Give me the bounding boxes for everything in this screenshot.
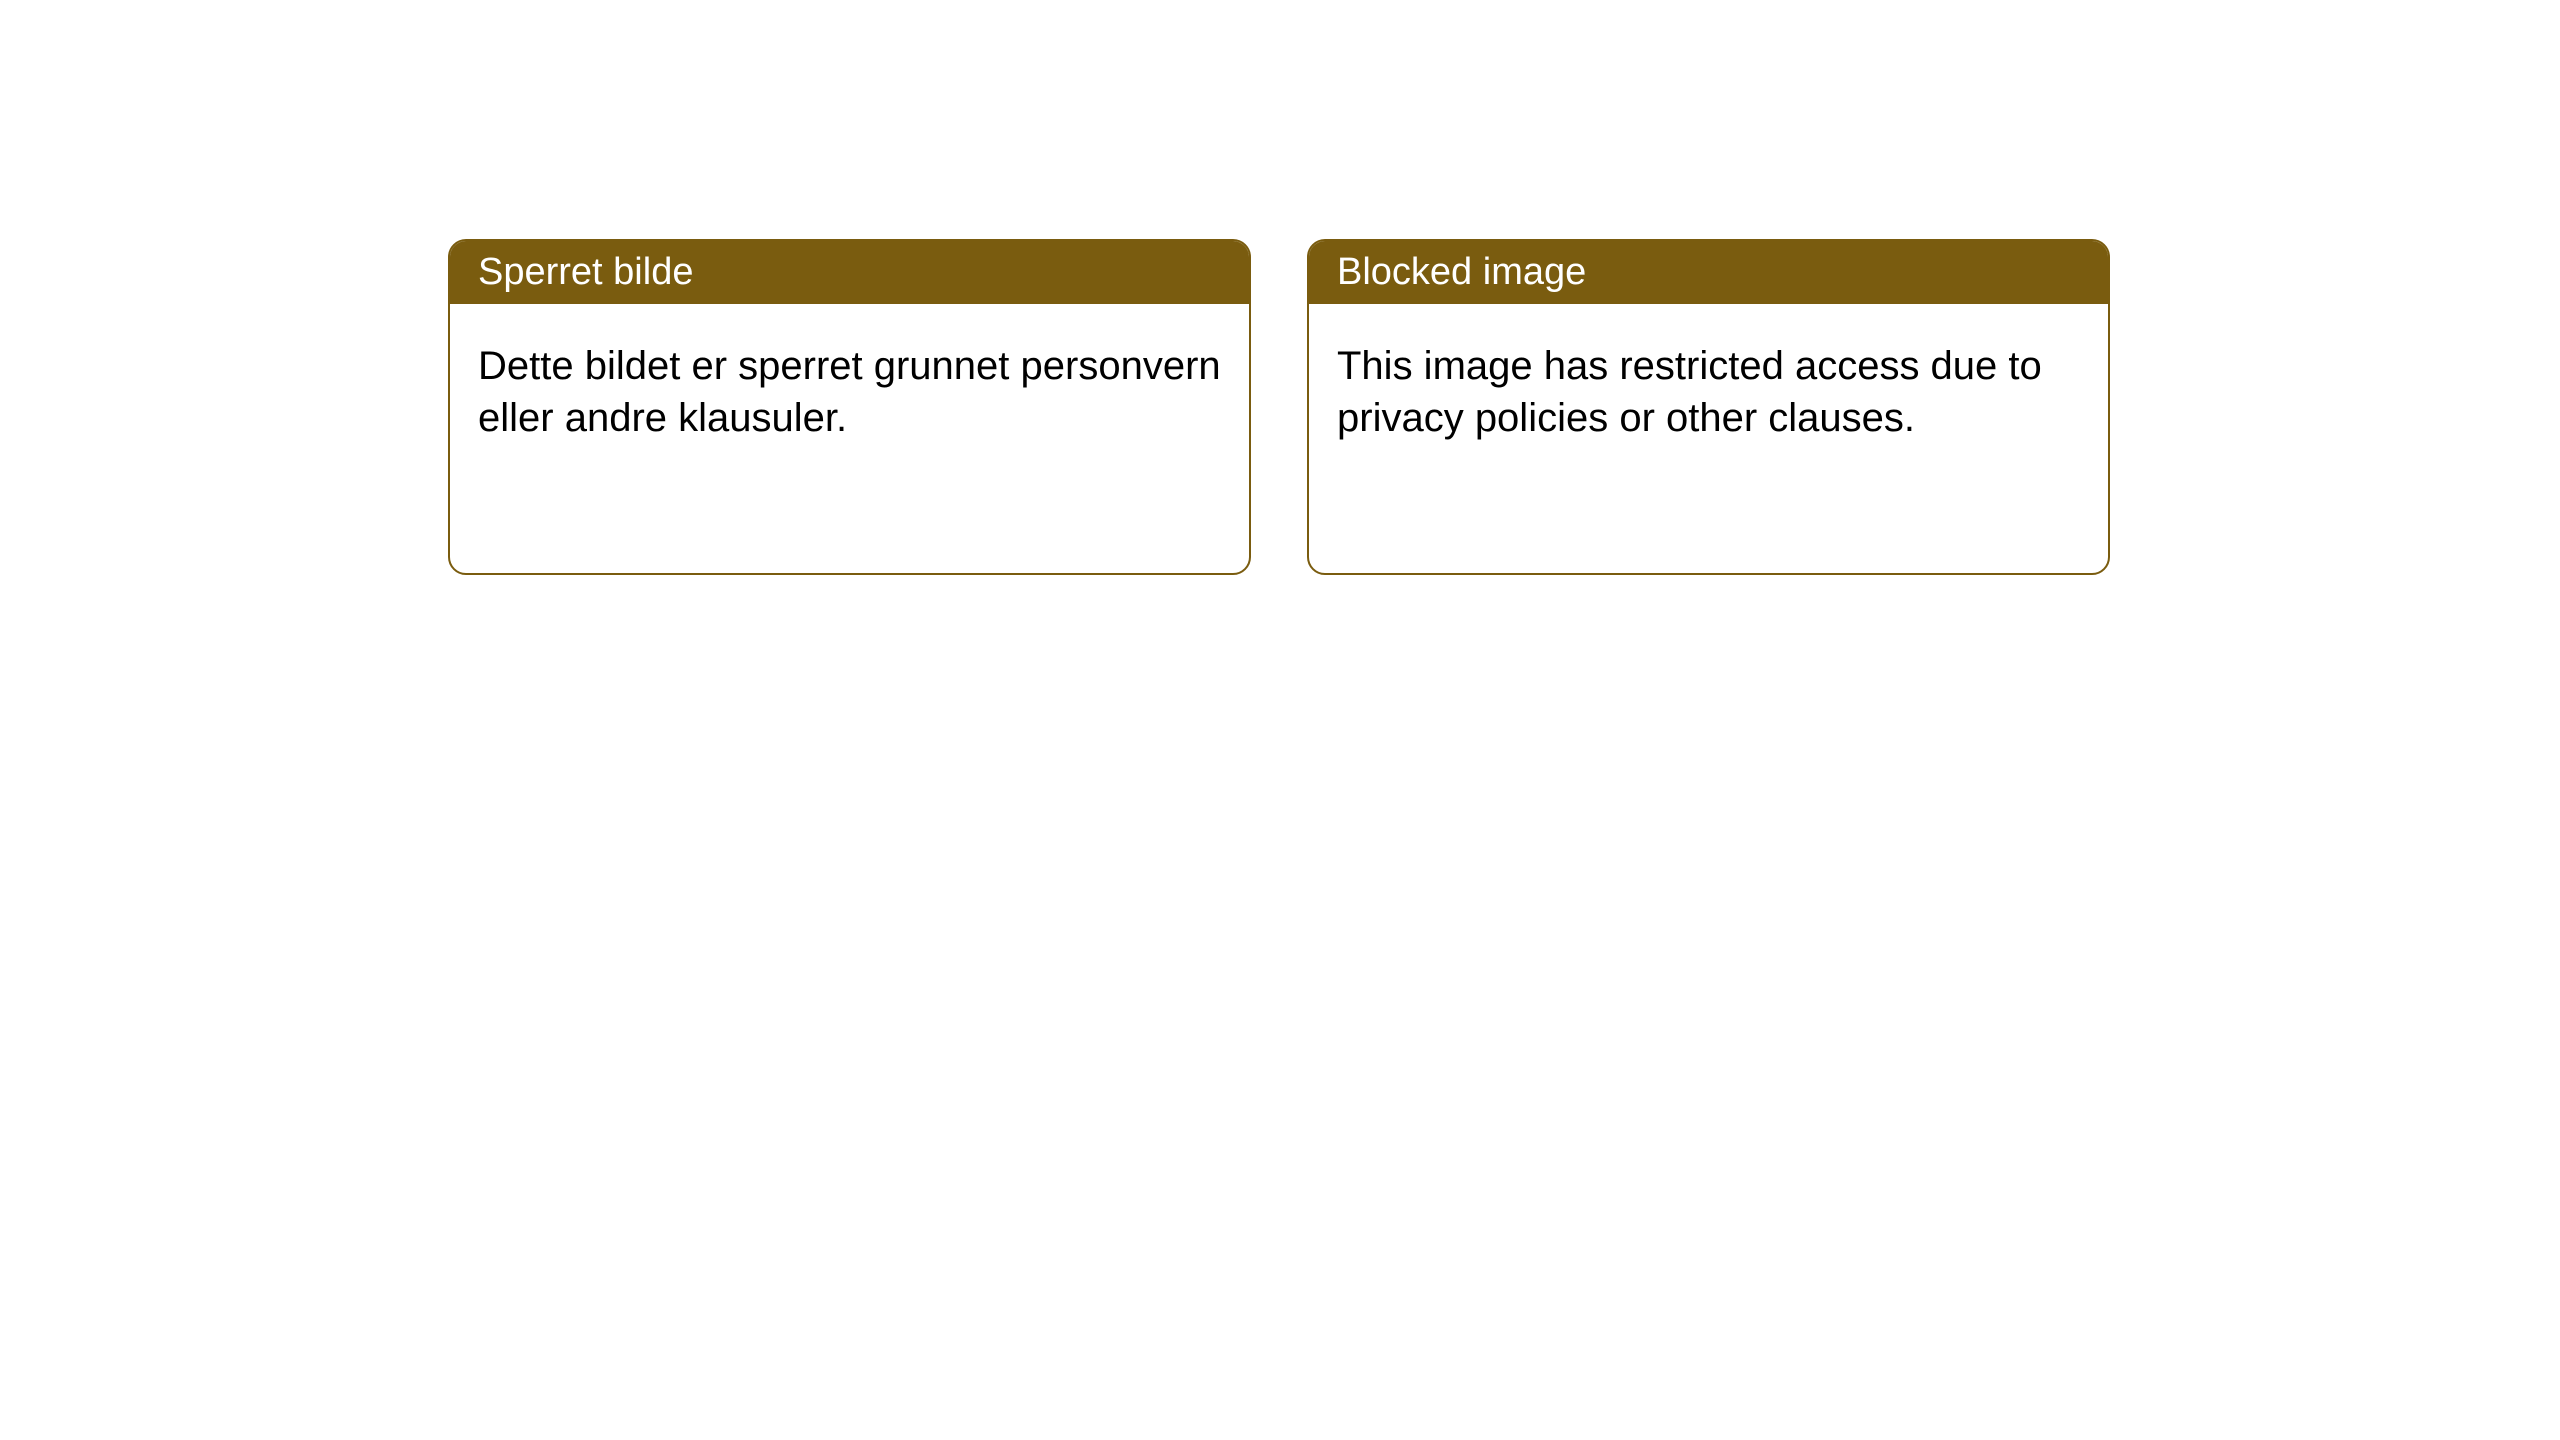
- card-body: Dette bildet er sperret grunnet personve…: [450, 304, 1249, 480]
- card-header: Blocked image: [1309, 241, 2108, 304]
- card-header-text: Blocked image: [1337, 251, 1586, 293]
- card-header-text: Sperret bilde: [478, 251, 693, 293]
- card-body-text: This image has restricted access due to …: [1337, 344, 2042, 440]
- card-body: This image has restricted access due to …: [1309, 304, 2108, 480]
- card-header: Sperret bilde: [450, 241, 1249, 304]
- notice-container: Sperret bilde Dette bildet er sperret gr…: [0, 0, 2560, 575]
- blocked-image-card-en: Blocked image This image has restricted …: [1307, 239, 2110, 575]
- blocked-image-card-no: Sperret bilde Dette bildet er sperret gr…: [448, 239, 1251, 575]
- card-body-text: Dette bildet er sperret grunnet personve…: [478, 344, 1221, 440]
